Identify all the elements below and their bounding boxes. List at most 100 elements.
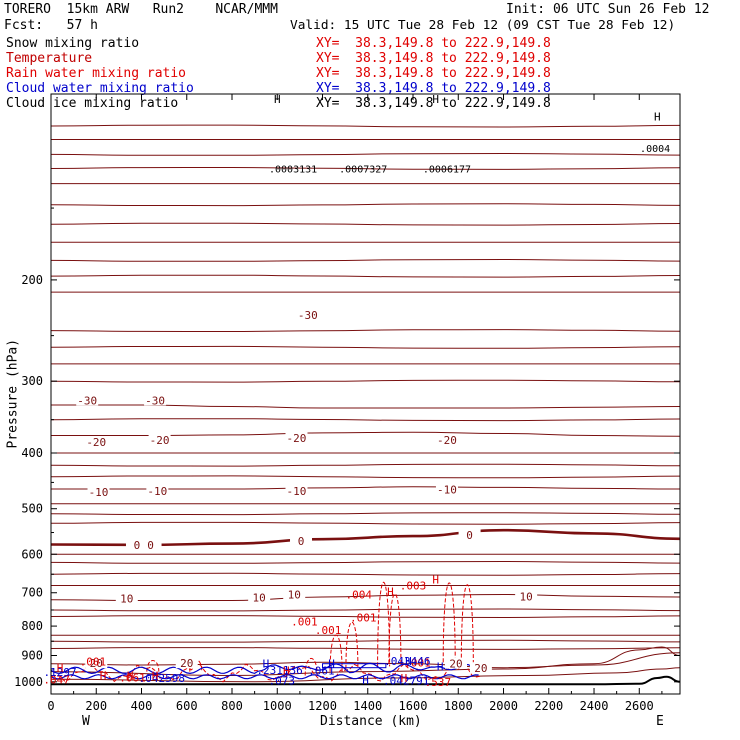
y-tick-label: 800 <box>21 619 43 633</box>
high-marker: H <box>387 586 394 599</box>
legend-name-snow: Snow mixing ratio <box>6 36 140 51</box>
temperature-label: -30 <box>145 394 165 407</box>
temperature-label: 20 <box>180 657 193 670</box>
ice-label: .0003131 <box>269 164 317 175</box>
temp-label-bg <box>148 434 171 446</box>
x-tick-label: 0 <box>47 699 54 713</box>
rain-label: .001 <box>291 616 318 629</box>
temp-label-bg <box>290 535 313 547</box>
temperature-label: -30 <box>77 394 97 407</box>
temp-label-bg <box>85 436 108 448</box>
temperature-label: 0 <box>147 539 154 552</box>
x-tick-label: 2200 <box>534 699 563 713</box>
rain-label: .003 <box>400 580 427 593</box>
background-isotherm <box>50 647 681 650</box>
background-isotherm <box>50 203 681 207</box>
temp-label-bg <box>175 657 198 669</box>
rain-label: .004 <box>345 589 372 602</box>
cloud-water-contour <box>50 662 479 675</box>
cloud-water-contour-2 <box>50 674 479 680</box>
x-tick-label: 600 <box>176 699 198 713</box>
temperature-label: -10 <box>89 486 109 499</box>
high-marker: H <box>263 658 270 671</box>
temp-label-bg <box>283 588 306 600</box>
high-marker: H <box>437 660 444 673</box>
background-isotherm <box>50 379 681 383</box>
rain-contour <box>460 584 474 664</box>
temp-label-bg <box>469 662 492 674</box>
x-tick-label: 400 <box>131 699 153 713</box>
x-tick-label: 1400 <box>353 699 382 713</box>
legend-name-temperature: Temperature <box>6 51 93 66</box>
rain-contour <box>304 657 318 676</box>
rain-label: .537 <box>425 676 452 689</box>
rain-label: .001 <box>80 656 107 669</box>
temperature-label: -20 <box>150 434 170 447</box>
rain-contour <box>329 634 343 672</box>
cloud-label: .073 <box>269 675 296 688</box>
isotherm-20 <box>50 652 681 669</box>
background-isotherm <box>50 124 681 128</box>
ice-label: .0007327 <box>339 164 387 175</box>
cloud-label: .043446 <box>384 655 430 668</box>
rain-label: .001 <box>315 624 342 637</box>
temperature-label: 20 <box>474 662 487 675</box>
temp-label-bg <box>435 434 458 446</box>
cloud-label: .042598 <box>139 672 185 685</box>
isotherm--20 <box>50 431 681 437</box>
cloud-label: .1297 <box>43 666 76 679</box>
x-tick-label: 2600 <box>625 699 654 713</box>
high-marker: H <box>432 574 439 587</box>
high-marker: H <box>328 658 335 671</box>
high-marker: H <box>654 111 661 124</box>
background-isotherm <box>50 329 681 333</box>
background-isotherm <box>50 572 681 576</box>
ice-label: .0006177 <box>423 164 471 175</box>
background-isotherm <box>50 639 681 643</box>
temp-label-bg <box>139 538 162 550</box>
y-tick-label: 400 <box>21 446 43 460</box>
temp-label-bg <box>435 483 458 495</box>
terrain-line <box>51 675 681 686</box>
temp-label-bg <box>76 394 99 406</box>
temp-label-bg <box>445 657 468 669</box>
temp-label-bg <box>285 485 308 497</box>
background-isotherm <box>50 463 681 467</box>
cloud-label: .231136 <box>256 664 302 677</box>
header-valid: Valid: 15 UTC Tue 28 Feb 12 (09 CST Tue … <box>290 18 676 33</box>
rain-label: .001 <box>404 656 431 669</box>
background-isotherm <box>50 608 681 612</box>
legend-name-ice: Cloud ice mixing ratio <box>6 96 179 111</box>
y-axis-label: Pressure (hPa) <box>5 338 21 449</box>
high-marker: H <box>432 93 439 106</box>
isotherm-low <box>50 646 681 677</box>
background-isotherm <box>50 418 681 422</box>
header-fcst: Fcst: 57 h <box>4 18 98 33</box>
x-tick-label: 1000 <box>263 699 292 713</box>
isotherm--10 <box>51 486 681 490</box>
temp-label-bg <box>515 590 538 602</box>
x-tick-label: 1800 <box>444 699 473 713</box>
temperature-label: -30 <box>298 309 318 322</box>
high-marker: H <box>362 674 369 687</box>
y-tick-label: 700 <box>21 586 43 600</box>
temp-label-bg <box>115 592 138 604</box>
temperature-label: -20 <box>437 434 457 447</box>
background-isotherm <box>50 345 681 349</box>
legend-xy-temperature: XY= 38.3,149.8 to 222.9,149.8 <box>316 51 551 66</box>
header-model: TORERO 15km ARW Run2 NCAR/MMM <box>4 2 278 17</box>
isotherm-low2 <box>50 667 681 683</box>
legend-xy-ice: XY= 38.3,149.8 to 222.9,149.8 <box>316 96 551 111</box>
background-isotherm <box>50 475 681 479</box>
temp-label-bg <box>285 432 308 444</box>
isotherm-10 <box>50 593 681 602</box>
x-tick-label: 800 <box>221 699 243 713</box>
background-isotherm <box>50 258 681 262</box>
y-tick-label: 200 <box>21 273 43 287</box>
high-marker: H <box>405 655 412 668</box>
temp-label-bg <box>146 485 169 497</box>
cloud-label: .061 <box>308 665 335 678</box>
y-tick-label: 900 <box>21 649 43 663</box>
x-tick-label: 2400 <box>580 699 609 713</box>
